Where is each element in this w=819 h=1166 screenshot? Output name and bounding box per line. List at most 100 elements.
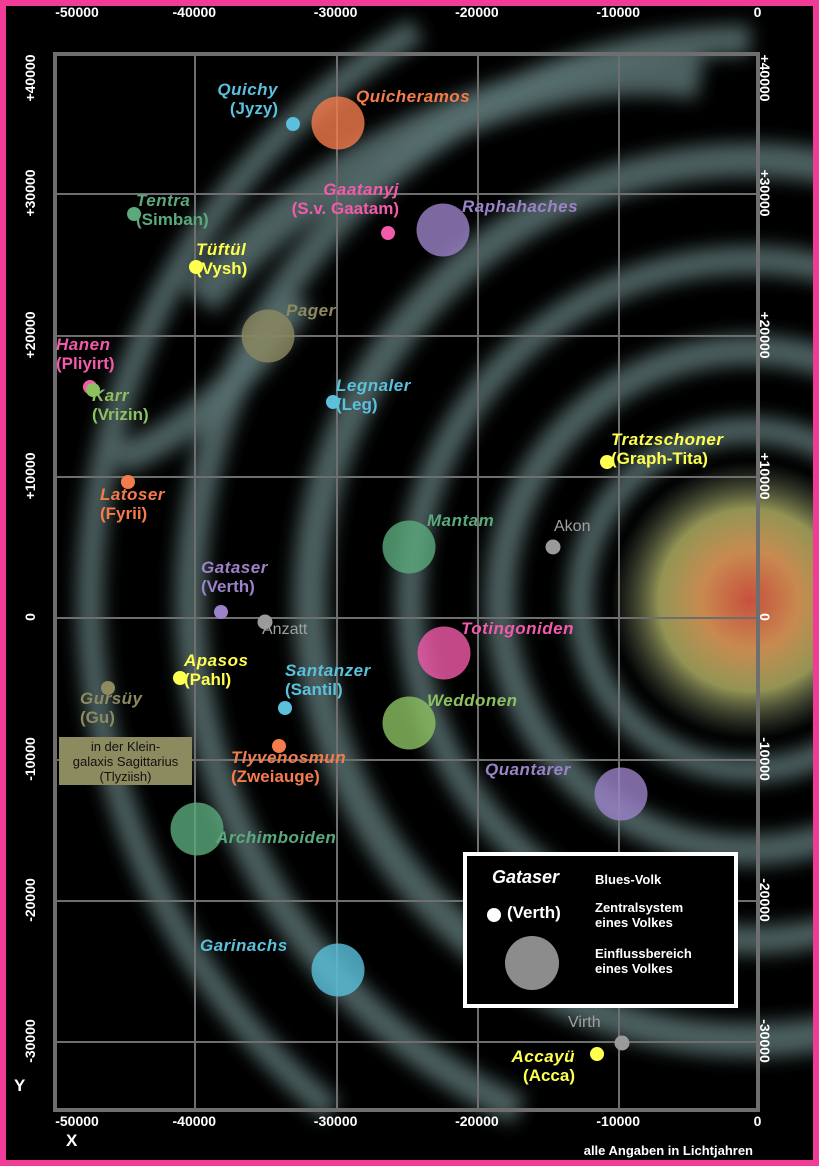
influence-area[interactable] bbox=[594, 767, 648, 821]
people-name: Weddonen bbox=[427, 691, 518, 710]
label-quicheramos[interactable]: Quicheramos bbox=[356, 87, 470, 106]
star-dot[interactable] bbox=[614, 1035, 630, 1050]
influence-area[interactable] bbox=[417, 626, 471, 680]
legend-influence-circle bbox=[505, 936, 559, 990]
grid-line-y bbox=[53, 334, 760, 337]
x-tick-bottom: -20000 bbox=[455, 1113, 499, 1129]
label-garinachs[interactable]: Garinachs bbox=[200, 936, 288, 955]
x-tick-top: 0 bbox=[753, 4, 762, 20]
spiral-arms bbox=[76, 18, 813, 1124]
central-system-dot[interactable] bbox=[85, 382, 100, 397]
label-quantarer[interactable]: Quantarer bbox=[485, 760, 571, 779]
label-gursuey[interactable]: Gursüy (Gu) bbox=[80, 689, 143, 727]
people-name: Quantarer bbox=[485, 760, 571, 779]
y-tick-left: 0 bbox=[22, 613, 38, 622]
label-santanzer[interactable]: Santanzer (Santil) bbox=[285, 661, 371, 699]
central-system-dot[interactable] bbox=[272, 738, 287, 753]
central-system-dot[interactable] bbox=[214, 604, 229, 619]
central-system-dot[interactable] bbox=[120, 474, 135, 489]
grid-line-y bbox=[53, 475, 760, 478]
influence-area[interactable] bbox=[311, 943, 365, 997]
label-totingoniden[interactable]: Totingoniden bbox=[461, 619, 574, 638]
legend-system-desc-line: Zentralsystem bbox=[595, 900, 684, 915]
label-hanen[interactable]: Hanen (Pliyirt) bbox=[56, 335, 115, 373]
people-name: Gataser bbox=[201, 558, 268, 577]
label-tueftuel[interactable]: Tüftül (Vysh) bbox=[196, 240, 247, 278]
influence-area[interactable] bbox=[416, 203, 470, 257]
y-tick-left: -30000 bbox=[22, 1019, 38, 1063]
y-tick-right: +20000 bbox=[757, 311, 773, 359]
label-anzatt[interactable]: Anzatt bbox=[262, 621, 308, 638]
people-name: Quicheramos bbox=[356, 87, 471, 106]
legend-influence-desc: Einflussbereich eines Volkes bbox=[595, 946, 692, 976]
people-name: Hanen bbox=[56, 335, 111, 354]
system-name: (Pliyirt) bbox=[56, 354, 115, 373]
central-system-dot[interactable] bbox=[286, 117, 301, 132]
label-gaatanyj[interactable]: Gaatanyj (S.v. Gaatam) bbox=[260, 180, 399, 218]
people-name: Quichy bbox=[217, 80, 278, 99]
y-tick-right: -30000 bbox=[757, 1019, 773, 1063]
legend-system-dot bbox=[487, 908, 501, 922]
label-mantam[interactable]: Mantam bbox=[427, 511, 494, 530]
central-system-dot[interactable] bbox=[325, 395, 340, 410]
star-dot[interactable] bbox=[257, 614, 273, 630]
label-quichy[interactable]: Quichy (Jyzy) bbox=[196, 80, 278, 118]
central-system-dot[interactable] bbox=[173, 670, 188, 685]
people-name: Archimboiden bbox=[216, 828, 337, 847]
system-name: (Pahl) bbox=[184, 670, 232, 689]
central-system-dot[interactable] bbox=[599, 454, 614, 469]
galaxy-background bbox=[76, 18, 813, 1124]
people-name: Tlyvenosmun bbox=[231, 748, 347, 767]
central-system-dot[interactable] bbox=[101, 680, 116, 695]
label-accayue[interactable]: Accayü (Acca) bbox=[496, 1047, 575, 1085]
system-name: (Gu) bbox=[80, 708, 115, 727]
label-raphahaches[interactable]: Raphahaches bbox=[462, 197, 578, 216]
x-tick-top: -30000 bbox=[313, 4, 358, 20]
unit-note: alle Angaben in Lichtjahren bbox=[583, 1143, 753, 1158]
label-tlyvenosmun[interactable]: Tlyvenosmun (Zweiauge) bbox=[231, 748, 346, 786]
legend-sample-name: Gataser bbox=[492, 867, 560, 887]
people-name: Totingoniden bbox=[461, 619, 575, 638]
influence-area[interactable] bbox=[382, 696, 436, 750]
y-tick-right: +10000 bbox=[757, 452, 773, 500]
label-karr[interactable]: Karr (Vrizin) bbox=[92, 386, 149, 424]
grid-line-y bbox=[53, 617, 760, 620]
label-gataser[interactable]: Gataser (Verth) bbox=[201, 558, 268, 596]
influence-area[interactable] bbox=[170, 802, 224, 856]
system-name: (Graph-Tita) bbox=[611, 449, 708, 468]
x-tick-bottom: -10000 bbox=[596, 1113, 640, 1129]
influence-area[interactable] bbox=[311, 96, 365, 150]
influence-area[interactable] bbox=[241, 309, 295, 363]
legend-name-desc: Blues-Volk bbox=[595, 872, 662, 887]
y-tick-left: +10000 bbox=[22, 452, 38, 500]
people-name: Tentra bbox=[136, 191, 191, 210]
label-archimboiden[interactable]: Archimboiden bbox=[216, 828, 336, 847]
label-pager[interactable]: Pager bbox=[286, 301, 336, 320]
label-akon[interactable]: Akon bbox=[554, 518, 591, 535]
y-tick-left: -10000 bbox=[22, 736, 38, 781]
label-latoser[interactable]: Latoser (Fyrii) bbox=[100, 485, 165, 523]
label-apasos[interactable]: Apasos (Pahl) bbox=[184, 651, 248, 689]
central-system-dot[interactable] bbox=[277, 700, 292, 715]
legend-influence-desc-line: Einflussbereich bbox=[595, 946, 692, 961]
influence-area[interactable] bbox=[382, 520, 436, 574]
label-weddonen[interactable]: Weddonen bbox=[427, 691, 518, 710]
label-virth[interactable]: Virth bbox=[568, 1014, 601, 1031]
people-name: Legnaler bbox=[336, 376, 411, 395]
central-system-dot[interactable] bbox=[188, 259, 203, 274]
central-system-dot[interactable] bbox=[380, 225, 395, 240]
y-tick-left: +30000 bbox=[22, 169, 38, 217]
people-name: Pager bbox=[286, 301, 336, 320]
label-legnaler[interactable]: Legnaler (Leg) bbox=[336, 376, 411, 414]
x-tick-top: -10000 bbox=[596, 4, 640, 20]
note-line: (Tlyziish) bbox=[99, 769, 152, 784]
label-tratzschoner[interactable]: Tratzschoner (Graph-Tita) bbox=[611, 430, 723, 468]
star-dot[interactable] bbox=[545, 539, 561, 555]
label-tentra[interactable]: Tentra (Simban) bbox=[136, 191, 209, 229]
system-name: (Leg) bbox=[336, 395, 378, 414]
x-tick-top: -40000 bbox=[172, 4, 217, 20]
central-system-dot[interactable] bbox=[126, 207, 141, 222]
system-name: (Vysh) bbox=[196, 259, 248, 278]
central-system-dot[interactable] bbox=[590, 1046, 604, 1061]
y-axis-letter: Y bbox=[14, 1076, 26, 1095]
